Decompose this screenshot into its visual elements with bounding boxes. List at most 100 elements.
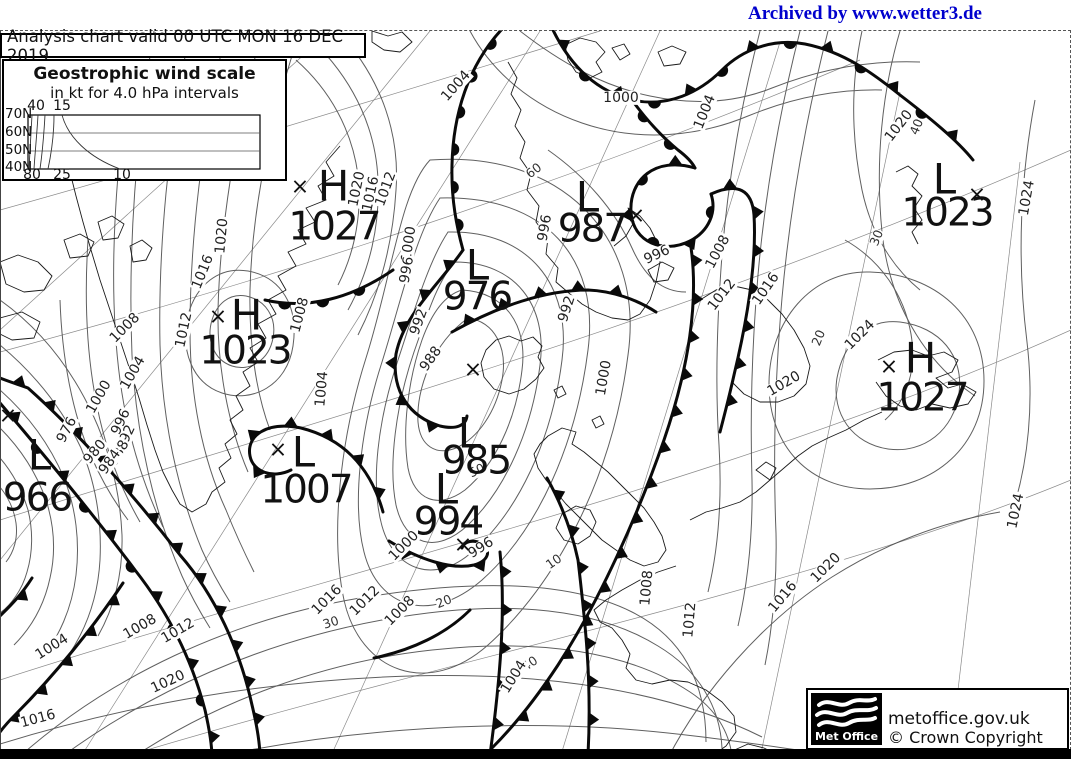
isobars-path: [17, 585, 707, 759]
cold-front-triangle-icon: [396, 320, 410, 334]
cold-front-triangle-icon: [395, 393, 408, 406]
warm-front-semicircle-icon: [316, 299, 330, 308]
warm-front-semicircle-icon: [663, 139, 676, 150]
cold-front-triangle-icon: [500, 640, 511, 655]
coastlines-path: [593, 565, 737, 757]
cold-front-triangle-icon: [726, 393, 738, 407]
coastlines-path: [689, 411, 883, 521]
metoffice-waves-icon: [815, 697, 878, 727]
cold-front-triangle-icon: [681, 367, 693, 381]
isobars-path: [844, 239, 914, 421]
coastlines-path: [553, 385, 567, 399]
cold-front-triangle-icon: [373, 486, 386, 500]
coastlines-path: [657, 45, 687, 67]
front-occluded: [0, 401, 214, 759]
coastlines-path: [555, 505, 597, 545]
cold-front-triangle-icon: [194, 573, 207, 585]
cold-front-triangle-icon: [581, 614, 594, 627]
warm-front-semicircle-icon: [717, 65, 729, 77]
warm-front-semicircle-icon: [457, 105, 466, 119]
coastlines-path: [591, 415, 605, 429]
wind-scale-diagram: [27, 114, 261, 170]
warm-front-semicircle-icon: [578, 70, 591, 82]
cold-front-triangle-icon: [553, 489, 566, 503]
coastlines-path: [97, 215, 125, 241]
wind-scale-speed-label: 15: [53, 98, 71, 114]
cold-front-triangle-icon: [351, 454, 365, 467]
map-bottom-bar: [0, 749, 1071, 759]
coastlines-path: [875, 349, 977, 411]
cold-front-triangle-icon: [683, 237, 696, 251]
cold-front-triangle-icon: [568, 524, 580, 538]
cold-front-triangle-icon: [609, 284, 623, 297]
cold-front-triangle-icon: [247, 429, 260, 442]
footer-url: metoffice.gov.uk: [888, 708, 1030, 729]
cold-front-triangle-icon: [692, 291, 704, 306]
cold-front-triangle-icon: [104, 529, 117, 542]
cold-front-triangle-icon: [209, 730, 221, 745]
front-occluded: [629, 163, 715, 248]
warm-front-semicircle-icon: [705, 205, 714, 219]
front-trough: [372, 608, 472, 660]
cold-front-triangle-icon: [659, 440, 672, 454]
cold-front-triangle-icon: [753, 205, 764, 220]
cold-front-triangle-icon: [533, 286, 548, 298]
wind-scale-speed-label: 10: [113, 167, 131, 183]
isobars-path: [0, 457, 33, 614]
warm-front-semicircle-icon: [451, 180, 459, 194]
cold-front-triangle-icon: [497, 297, 511, 310]
fronts-layer: [0, 30, 975, 759]
cold-front-triangle-icon: [43, 399, 56, 413]
isobars-path: [392, 261, 542, 543]
warm-front-semicircle-icon: [352, 286, 366, 296]
cold-front-triangle-icon: [15, 588, 29, 601]
cold-front-triangle-icon: [443, 259, 456, 272]
wind-scale-speed-label: 40: [27, 98, 45, 114]
isobars-path: [737, 30, 801, 627]
cold-front-triangle-icon: [187, 657, 200, 671]
cold-front-triangle-icon: [57, 470, 70, 483]
cold-front-triangle-icon: [571, 280, 586, 291]
isobars-path: [0, 344, 101, 657]
cold-front-triangle-icon: [578, 561, 589, 575]
cold-front-triangle-icon: [691, 253, 703, 268]
analysis-header-box: Analysis chart valid 00 UTC MON 16 DEC 2…: [0, 27, 366, 65]
cold-front-triangle-icon: [723, 178, 738, 189]
weather-map-canvas: [0, 30, 1071, 759]
archive-note: Archived by www.wetter3.de: [748, 3, 982, 24]
cold-front-triangle-icon: [501, 564, 512, 579]
isobars-path: [0, 389, 78, 661]
metoffice-footer: Met Office metoffice.gov.uk © Crown Copy…: [806, 688, 1069, 750]
cold-front-triangle-icon: [671, 404, 683, 418]
front-cold: [488, 550, 504, 757]
cold-front-triangle-icon: [12, 375, 26, 388]
graticule-path: [119, 479, 1071, 759]
cold-front-triangle-icon: [668, 154, 683, 165]
warm-front-semicircle-icon: [30, 442, 42, 454]
cold-front-triangle-icon: [684, 83, 698, 96]
coastlines-path: [699, 285, 811, 403]
coastlines-path: [63, 233, 95, 259]
cold-front-triangle-icon: [599, 580, 612, 594]
coastlines-path: [371, 30, 413, 53]
wind-scale-subtitle: in kt for 4.0 hPa intervals: [50, 84, 239, 102]
geostrophic-wind-scale: Geostrophic wind scale in kt for 4.0 hPa…: [2, 59, 287, 183]
cold-front-triangle-icon: [107, 593, 120, 606]
cold-front-triangle-icon: [253, 465, 266, 479]
cold-front-triangle-icon: [320, 428, 334, 441]
cold-front-triangle-icon: [150, 591, 163, 603]
graticule-path: [0, 149, 1071, 521]
cold-front-triangle-icon: [84, 624, 98, 637]
warm-front-semicircle-icon: [125, 560, 137, 573]
isobars-path: [1010, 99, 1036, 517]
warm-front-semicircle-icon: [915, 108, 928, 119]
cold-front-triangle-icon: [586, 636, 597, 651]
cold-front-triangle-icon: [820, 40, 834, 53]
cold-front-triangle-icon: [582, 598, 594, 613]
cold-front-triangle-icon: [743, 318, 755, 333]
isobars-path: [0, 675, 763, 745]
footer-copyright: © Crown Copyright: [888, 727, 1043, 747]
cold-front-triangle-icon: [645, 476, 658, 490]
cold-front-triangle-icon: [426, 420, 440, 433]
cold-front-triangle-icon: [231, 639, 244, 653]
